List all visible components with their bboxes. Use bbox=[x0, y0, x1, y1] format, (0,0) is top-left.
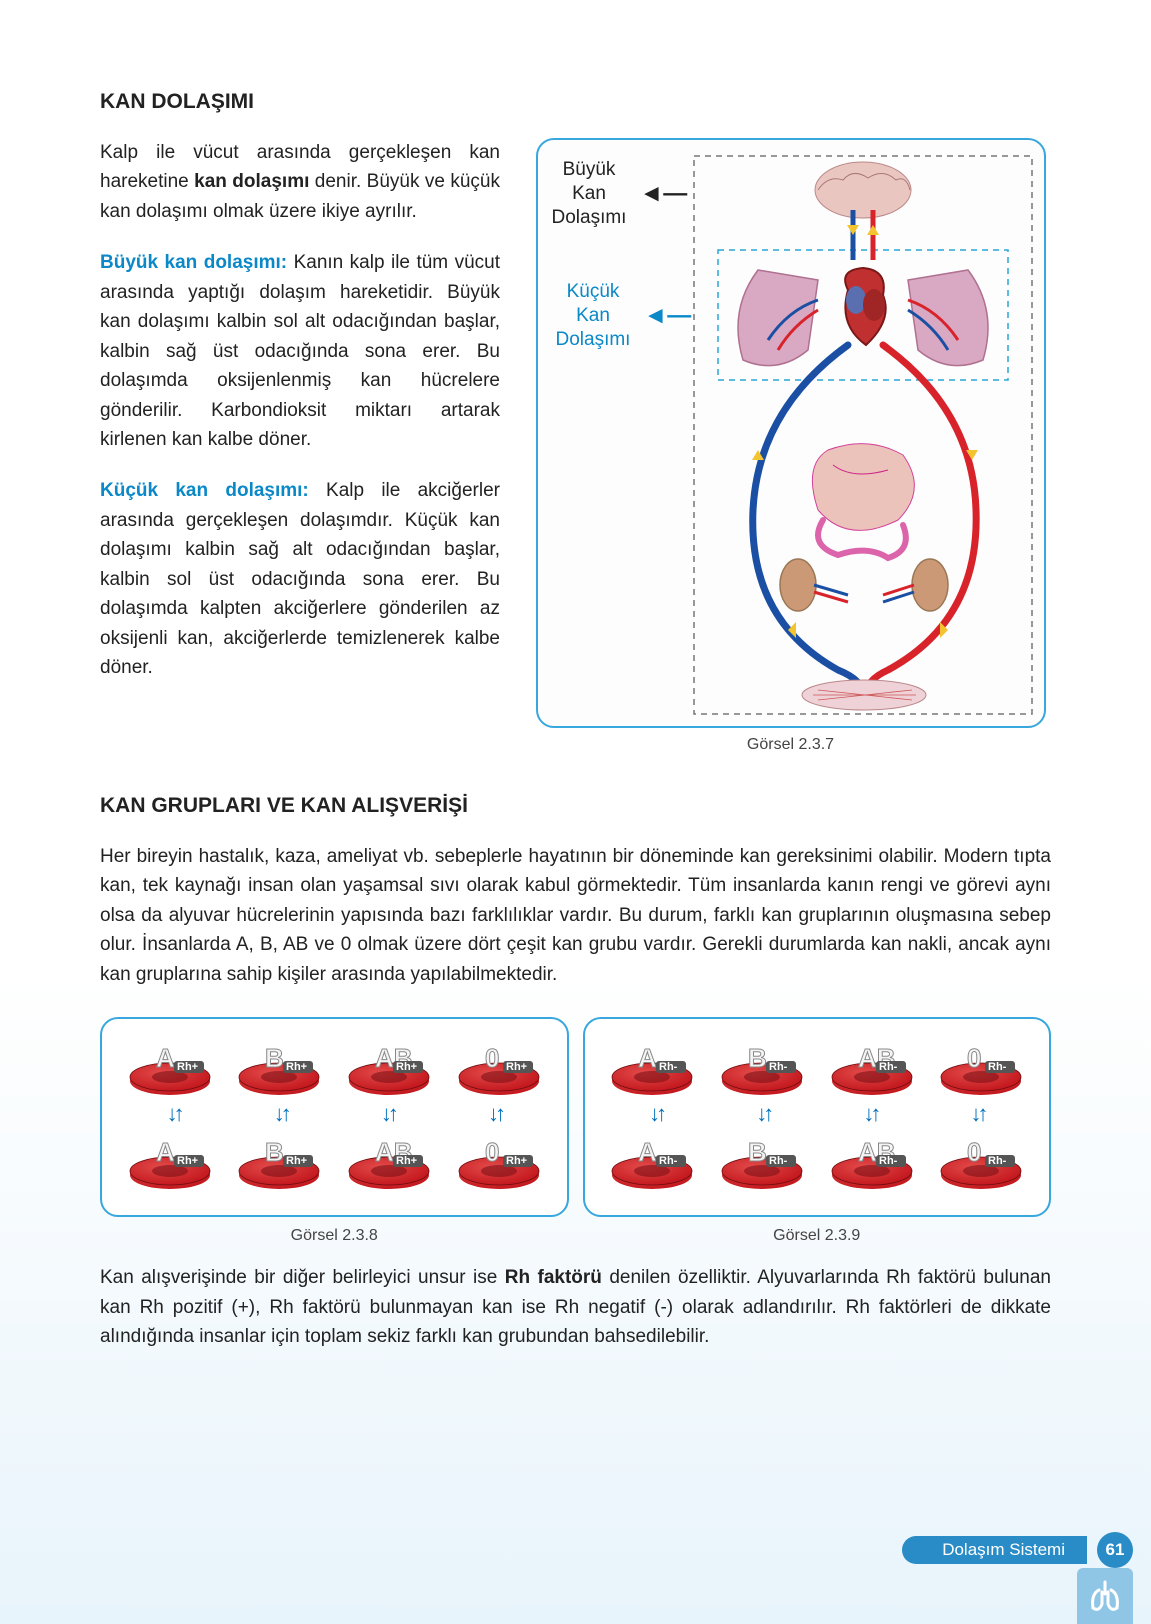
text-span: Kan alışverişinde bir diğer belirleyici … bbox=[100, 1267, 505, 1288]
blood-cell-A-: A Rh- bbox=[606, 1131, 698, 1191]
svg-text:Rh-: Rh- bbox=[769, 1061, 788, 1073]
text-span: Kalp ile akciğerler arasında gerçekleşen… bbox=[100, 480, 500, 678]
svg-text:B: B bbox=[265, 1137, 284, 1167]
donate-arrow-icon: ↓↑ bbox=[756, 1101, 770, 1127]
blood-cell-AB+: AB Rh+ bbox=[343, 1037, 435, 1097]
blood-cell-0-: 0 Rh- bbox=[935, 1131, 1027, 1191]
text-span: Kanın kalp ile tüm vücut arasında yaptığ… bbox=[100, 252, 500, 450]
arrow-left-icon: ◄— bbox=[640, 180, 688, 208]
body-circulation-svg bbox=[688, 150, 1038, 720]
blood-cell-A+: A Rh+ bbox=[124, 1131, 216, 1191]
blood-cell-B-: B Rh- bbox=[716, 1037, 808, 1097]
blood-cell-icon: AB Rh+ bbox=[343, 1131, 435, 1191]
para-intro: Kalp ile vücut arasında gerçekleşen kan … bbox=[100, 138, 500, 226]
blood-cell-0+: 0 Rh+ bbox=[453, 1037, 545, 1097]
blood-cell-icon: B Rh+ bbox=[233, 1131, 325, 1191]
blood-cell-AB-: AB Rh- bbox=[826, 1037, 918, 1097]
blood-cell-icon: B Rh+ bbox=[233, 1037, 325, 1097]
donate-arrow-icon: ↓↑ bbox=[381, 1101, 395, 1127]
blood-cell-0+: 0 Rh+ bbox=[453, 1131, 545, 1191]
figure-caption-2: Görsel 2.3.8 bbox=[100, 1227, 569, 1245]
svg-text:0: 0 bbox=[485, 1137, 499, 1167]
blood-cell-AB+: AB Rh+ bbox=[343, 1131, 435, 1191]
donate-arrow-icon: ↓↑ bbox=[970, 1101, 984, 1127]
section-title-2: KAN GRUPLARI VE KAN ALIŞVERİŞİ bbox=[100, 794, 1051, 818]
circulation-text-column: Kalp ile vücut arasında gerçekleşen kan … bbox=[100, 138, 500, 754]
figure-caption-3: Görsel 2.3.9 bbox=[583, 1227, 1052, 1245]
blood-cell-icon: B Rh- bbox=[716, 1131, 808, 1191]
svg-text:Rh+: Rh+ bbox=[177, 1155, 198, 1167]
chapter-label: Dolaşım Sistemi bbox=[902, 1536, 1087, 1564]
footer-bar: Dolaşım Sistemi 61 bbox=[902, 1532, 1151, 1568]
svg-text:Rh+: Rh+ bbox=[177, 1061, 198, 1073]
donate-arrow-icon: ↓↑ bbox=[649, 1101, 663, 1127]
svg-text:Rh-: Rh- bbox=[879, 1061, 898, 1073]
blood-cell-icon: A Rh+ bbox=[124, 1131, 216, 1191]
blood-groups-intro: Her bireyin hastalık, kaza, ameliyat vb.… bbox=[100, 842, 1051, 989]
donate-arrow-icon: ↓↑ bbox=[488, 1101, 502, 1127]
term-big-circulation: Büyük kan dolaşımı: bbox=[100, 252, 287, 273]
label-big-circulation: Büyük Kan Dolaşımı bbox=[552, 158, 627, 229]
rh-factor-para: Kan alışverişinde bir diğer belirleyici … bbox=[100, 1263, 1051, 1351]
svg-text:Rh+: Rh+ bbox=[396, 1061, 417, 1073]
blood-cell-B+: B Rh+ bbox=[233, 1037, 325, 1097]
svg-text:Rh+: Rh+ bbox=[396, 1155, 417, 1167]
figure-caption-1: Görsel 2.3.7 bbox=[747, 736, 834, 754]
svg-text:A: A bbox=[156, 1137, 175, 1167]
blood-cell-B+: B Rh+ bbox=[233, 1131, 325, 1191]
bold-term: Rh faktörü bbox=[505, 1267, 602, 1288]
label-small-circulation: Küçük Kan Dolaşımı bbox=[556, 280, 631, 351]
svg-text:Rh-: Rh- bbox=[659, 1155, 678, 1167]
svg-text:0: 0 bbox=[967, 1043, 981, 1073]
term-small-circulation: Küçük kan dolaşımı: bbox=[100, 480, 309, 501]
para-small-circ: Küçük kan dolaşımı: Kalp ile akciğerler … bbox=[100, 476, 500, 682]
svg-text:Rh-: Rh- bbox=[988, 1155, 1007, 1167]
svg-text:B: B bbox=[748, 1043, 767, 1073]
donate-arrow-icon: ↓↑ bbox=[274, 1101, 288, 1127]
svg-text:B: B bbox=[748, 1137, 767, 1167]
svg-text:Rh-: Rh- bbox=[988, 1061, 1007, 1073]
panel-rh-positive: A Rh+ B Rh+ AB Rh+ bbox=[100, 1017, 569, 1217]
blood-cell-icon: 0 Rh- bbox=[935, 1131, 1027, 1191]
svg-text:Rh-: Rh- bbox=[659, 1061, 678, 1073]
blood-cell-icon: A Rh- bbox=[606, 1037, 698, 1097]
blood-cell-icon: AB Rh- bbox=[826, 1037, 918, 1097]
panel-rh-negative: A Rh- B Rh- AB Rh- bbox=[583, 1017, 1052, 1217]
blood-cell-A+: A Rh+ bbox=[124, 1037, 216, 1097]
para-big-circ: Büyük kan dolaşımı: Kanın kalp ile tüm v… bbox=[100, 248, 500, 454]
blood-cell-0-: 0 Rh- bbox=[935, 1037, 1027, 1097]
blood-cell-B-: B Rh- bbox=[716, 1131, 808, 1191]
svg-text:Rh+: Rh+ bbox=[286, 1061, 307, 1073]
blood-cell-A-: A Rh- bbox=[606, 1037, 698, 1097]
bold-term: kan dolaşımı bbox=[194, 171, 309, 192]
svg-text:B: B bbox=[265, 1043, 284, 1073]
donate-arrow-icon: ↓↑ bbox=[863, 1101, 877, 1127]
blood-cell-icon: A Rh+ bbox=[124, 1037, 216, 1097]
blood-cell-icon: 0 Rh+ bbox=[453, 1037, 545, 1097]
svg-text:Rh+: Rh+ bbox=[286, 1155, 307, 1167]
blood-cell-icon: B Rh- bbox=[716, 1037, 808, 1097]
svg-text:A: A bbox=[156, 1043, 175, 1073]
section-title-1: KAN DOLAŞIMI bbox=[100, 90, 1051, 114]
svg-text:0: 0 bbox=[485, 1043, 499, 1073]
svg-text:0: 0 bbox=[967, 1137, 981, 1167]
lungs-icon bbox=[1077, 1568, 1133, 1624]
svg-text:Rh+: Rh+ bbox=[506, 1155, 527, 1167]
blood-cell-icon: AB Rh- bbox=[826, 1131, 918, 1191]
blood-cell-icon: AB Rh+ bbox=[343, 1037, 435, 1097]
arrow-left-icon: ◄— bbox=[644, 302, 692, 330]
svg-text:Rh-: Rh- bbox=[769, 1155, 788, 1167]
svg-text:A: A bbox=[638, 1043, 657, 1073]
circulation-diagram: Büyük Kan Dolaşımı ◄— Küçük Kan Dolaşımı… bbox=[536, 138, 1046, 728]
blood-cell-AB-: AB Rh- bbox=[826, 1131, 918, 1191]
svg-text:A: A bbox=[638, 1137, 657, 1167]
page-number: 61 bbox=[1097, 1532, 1133, 1568]
svg-text:Rh-: Rh- bbox=[879, 1155, 898, 1167]
donate-arrow-icon: ↓↑ bbox=[167, 1101, 181, 1127]
blood-cell-icon: 0 Rh- bbox=[935, 1037, 1027, 1097]
blood-cell-icon: 0 Rh+ bbox=[453, 1131, 545, 1191]
blood-cell-icon: A Rh- bbox=[606, 1131, 698, 1191]
svg-text:Rh+: Rh+ bbox=[506, 1061, 527, 1073]
